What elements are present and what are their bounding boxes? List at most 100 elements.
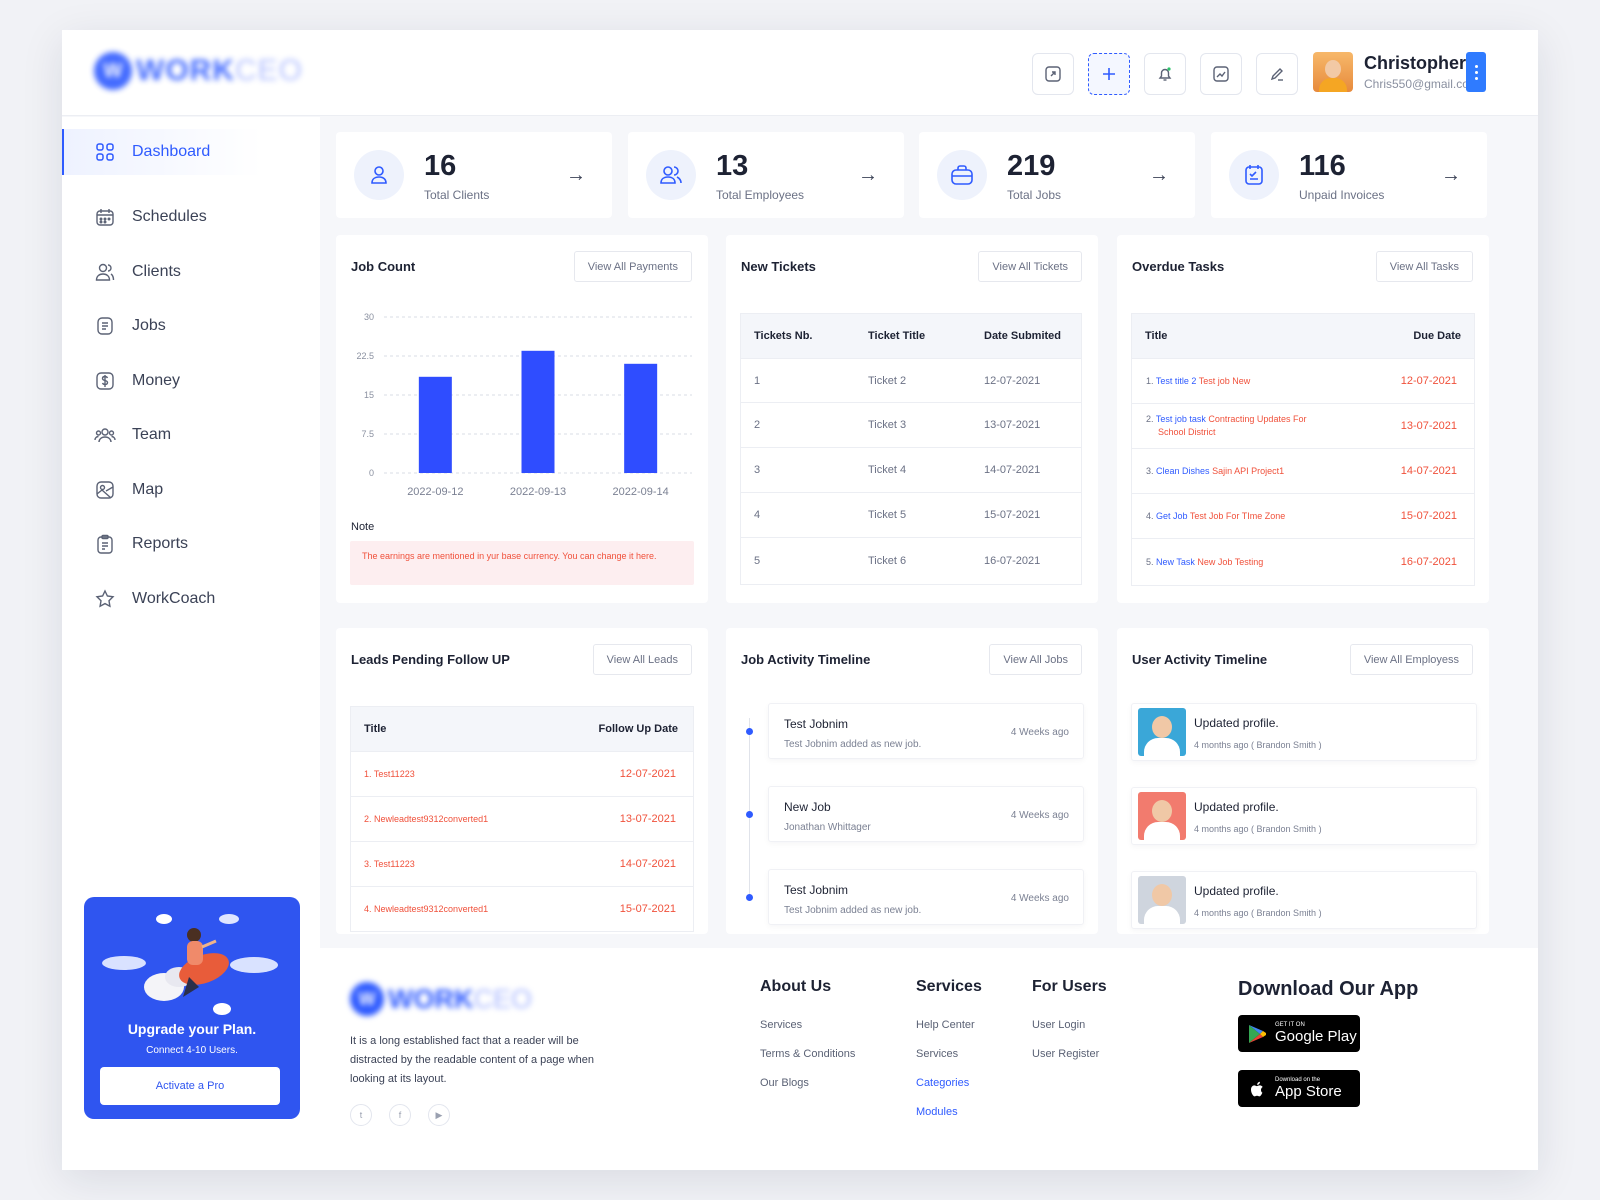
table-row[interactable]: 4 Ticket 5 15-07-2021 bbox=[741, 492, 1081, 537]
task-title[interactable]: 2. Test job task Contracting Updates For… bbox=[1146, 414, 1307, 437]
task-title[interactable]: 1. Test title 2 Test job New bbox=[1146, 376, 1251, 386]
chart-bar[interactable] bbox=[418, 376, 452, 473]
user-profile[interactable]: Christopher Chris550@gmail.com bbox=[1313, 52, 1479, 92]
pencil-icon bbox=[1270, 68, 1283, 81]
brand-logo[interactable]: W WORKCEO bbox=[94, 52, 303, 90]
promo-subtitle: Connect 4-10 Users. bbox=[146, 1045, 238, 1056]
sidebar-item-dashboard[interactable]: Dashboard bbox=[62, 129, 262, 175]
table-row[interactable]: 5 Ticket 6 16-07-2021 bbox=[741, 537, 1081, 584]
ticket-date: 14-07-2021 bbox=[984, 464, 1041, 476]
activity-item[interactable]: Updated profile. 4 months ago ( Brandon … bbox=[1131, 787, 1477, 845]
sidebar-item-clients[interactable]: Clients bbox=[62, 249, 262, 295]
view-all-jobs-button[interactable]: View All Jobs bbox=[989, 644, 1082, 675]
arrow-right-icon[interactable]: → bbox=[566, 164, 586, 186]
sidebar-item-schedules[interactable]: Schedules bbox=[62, 194, 262, 240]
timeline-item[interactable]: New Job Jonathan Whittager 4 Weeks ago bbox=[768, 786, 1084, 842]
new-tickets-card: New Tickets View All Tickets Tickets Nb.… bbox=[726, 235, 1098, 603]
footer-logo[interactable]: W WORKCEO bbox=[350, 982, 532, 1016]
view-all-tickets-button[interactable]: View All Tickets bbox=[978, 251, 1082, 282]
footer-link[interactable]: Categories bbox=[916, 1077, 970, 1089]
app-store-button[interactable]: Download on the App Store bbox=[1238, 1070, 1360, 1107]
footer-link[interactable]: Help Center bbox=[916, 1019, 975, 1031]
task-title[interactable]: 5. New Task New Job Testing bbox=[1146, 557, 1264, 567]
stat-label: Total Jobs bbox=[1007, 188, 1062, 202]
logo-wordmark: WORKCEO bbox=[388, 983, 532, 1014]
footer-link[interactable]: Terms & Conditions bbox=[760, 1048, 856, 1060]
table-row[interactable]: 2 Ticket 3 13-07-2021 bbox=[741, 402, 1081, 447]
sidebar-item-reports[interactable]: Reports bbox=[62, 521, 262, 567]
card-title: Job Count bbox=[351, 259, 416, 274]
card-title: Overdue Tasks bbox=[1132, 259, 1225, 274]
sidebar-item-map[interactable]: Map bbox=[62, 467, 262, 513]
bell-icon bbox=[1158, 67, 1172, 81]
table-row[interactable]: 5. New Task New Job Testing 16-07-2021 bbox=[1132, 538, 1474, 585]
chart-bar[interactable] bbox=[624, 363, 658, 473]
leads-table: Title Follow Up Date 1. Test11223 12-07-2… bbox=[350, 706, 694, 932]
footer-col-about: About Us Services Terms & Conditions Our… bbox=[760, 978, 855, 1105]
footer-link[interactable]: Our Blogs bbox=[760, 1077, 809, 1089]
table-row[interactable]: 4. Newleadtest9312converted1 15-07-2021 bbox=[351, 886, 693, 931]
view-all-payments-button[interactable]: View All Payments bbox=[573, 251, 692, 282]
sidebar-item-money[interactable]: Money bbox=[62, 358, 262, 404]
table-row[interactable]: 1. Test11223 12-07-2021 bbox=[351, 751, 693, 796]
chart-bar[interactable] bbox=[521, 350, 555, 473]
lead-title[interactable]: 2. Newleadtest9312converted1 bbox=[364, 814, 489, 824]
logo-mark: W bbox=[350, 982, 384, 1016]
footer-link[interactable]: Services bbox=[916, 1048, 959, 1060]
sidebar-item-label: Money bbox=[132, 372, 181, 389]
notifications-button[interactable] bbox=[1144, 53, 1186, 95]
youtube-icon[interactable]: ▶ bbox=[428, 1104, 450, 1126]
stat-card-employees[interactable]: 13 Total Employees → bbox=[628, 132, 904, 218]
timeline-item[interactable]: Test Jobnim Test Jobnim added as new job… bbox=[768, 869, 1084, 925]
stat-card-jobs[interactable]: 219 Total Jobs → bbox=[919, 132, 1195, 218]
due-date: 13-07-2021 bbox=[1400, 420, 1457, 432]
activity-item[interactable]: Updated profile. 4 months ago ( Brandon … bbox=[1131, 703, 1477, 761]
twitter-icon[interactable]: t bbox=[350, 1104, 372, 1126]
footer-link[interactable]: Modules bbox=[916, 1106, 958, 1118]
activity-item[interactable]: Updated profile. 4 months ago ( Brandon … bbox=[1131, 871, 1477, 929]
analytics-button[interactable] bbox=[1200, 53, 1242, 95]
arrow-right-icon[interactable]: → bbox=[858, 164, 878, 186]
table-row[interactable]: 1. Test title 2 Test job New 12-07-2021 bbox=[1132, 358, 1474, 403]
view-all-employees-button[interactable]: View All Employess bbox=[1349, 644, 1473, 675]
activate-pro-button[interactable]: Activate a Pro bbox=[100, 1067, 280, 1105]
edit-button[interactable] bbox=[1256, 53, 1298, 95]
arrow-right-icon[interactable]: → bbox=[1441, 164, 1461, 186]
sidebar-item-jobs[interactable]: Jobs bbox=[62, 303, 262, 349]
view-all-leads-button[interactable]: View All Leads bbox=[592, 644, 692, 675]
table-header: Title Follow Up Date bbox=[351, 707, 693, 751]
table-row[interactable]: 4. Get Job Test Job For TIme Zone 15-07-… bbox=[1132, 493, 1474, 538]
more-menu-button[interactable] bbox=[1466, 52, 1486, 92]
expand-button[interactable] bbox=[1032, 53, 1074, 95]
task-title[interactable]: 4. Get Job Test Job For TIme Zone bbox=[1146, 511, 1286, 521]
table-row[interactable]: 1 Ticket 2 12-07-2021 bbox=[741, 358, 1081, 402]
lead-title[interactable]: 1. Test11223 bbox=[364, 769, 415, 779]
footer-link[interactable]: Services bbox=[760, 1019, 803, 1031]
timeline-item[interactable]: Test Jobnim Test Jobnim added as new job… bbox=[768, 703, 1084, 759]
lead-title[interactable]: 4. Newleadtest9312converted1 bbox=[364, 904, 489, 914]
ticket-date: 12-07-2021 bbox=[984, 374, 1041, 387]
table-row[interactable]: 2. Newleadtest9312converted1 13-07-2021 bbox=[351, 796, 693, 841]
add-button[interactable] bbox=[1088, 53, 1130, 95]
sidebar-item-workcoach[interactable]: WorkCoach bbox=[62, 576, 262, 622]
footer-col-users: For Users User Login User Register bbox=[1032, 978, 1107, 1076]
lead-title[interactable]: 3. Test11223 bbox=[364, 859, 415, 869]
rocket-illustration bbox=[102, 914, 278, 1015]
google-play-button[interactable]: GET IT ON Google Play bbox=[1238, 1015, 1360, 1052]
footer-link[interactable]: User Login bbox=[1032, 1019, 1086, 1031]
footer-link[interactable]: User Register bbox=[1032, 1048, 1100, 1060]
facebook-icon[interactable]: f bbox=[389, 1104, 411, 1126]
table-row[interactable]: 3. Test11223 14-07-2021 bbox=[351, 841, 693, 886]
table-row[interactable]: 3 Ticket 4 14-07-2021 bbox=[741, 447, 1081, 492]
task-title[interactable]: 3. Clean Dishes Sajin API Project1 bbox=[1146, 466, 1285, 476]
table-row[interactable]: 2. Test job task Contracting Updates For… bbox=[1132, 403, 1474, 448]
arrow-right-icon[interactable]: → bbox=[1149, 164, 1169, 186]
card-title: New Tickets bbox=[741, 259, 816, 274]
column-header: Title bbox=[364, 723, 387, 735]
sidebar-item-team[interactable]: Team bbox=[62, 412, 262, 458]
stat-card-clients[interactable]: 16 Total Clients → bbox=[336, 132, 612, 218]
timeline-time: 4 Weeks ago bbox=[1010, 727, 1069, 738]
view-all-tasks-button[interactable]: View All Tasks bbox=[1375, 251, 1473, 282]
table-row[interactable]: 3. Clean Dishes Sajin API Project1 14-07… bbox=[1132, 448, 1474, 493]
stat-card-invoices[interactable]: 116 Unpaid Invoices → bbox=[1211, 132, 1487, 218]
